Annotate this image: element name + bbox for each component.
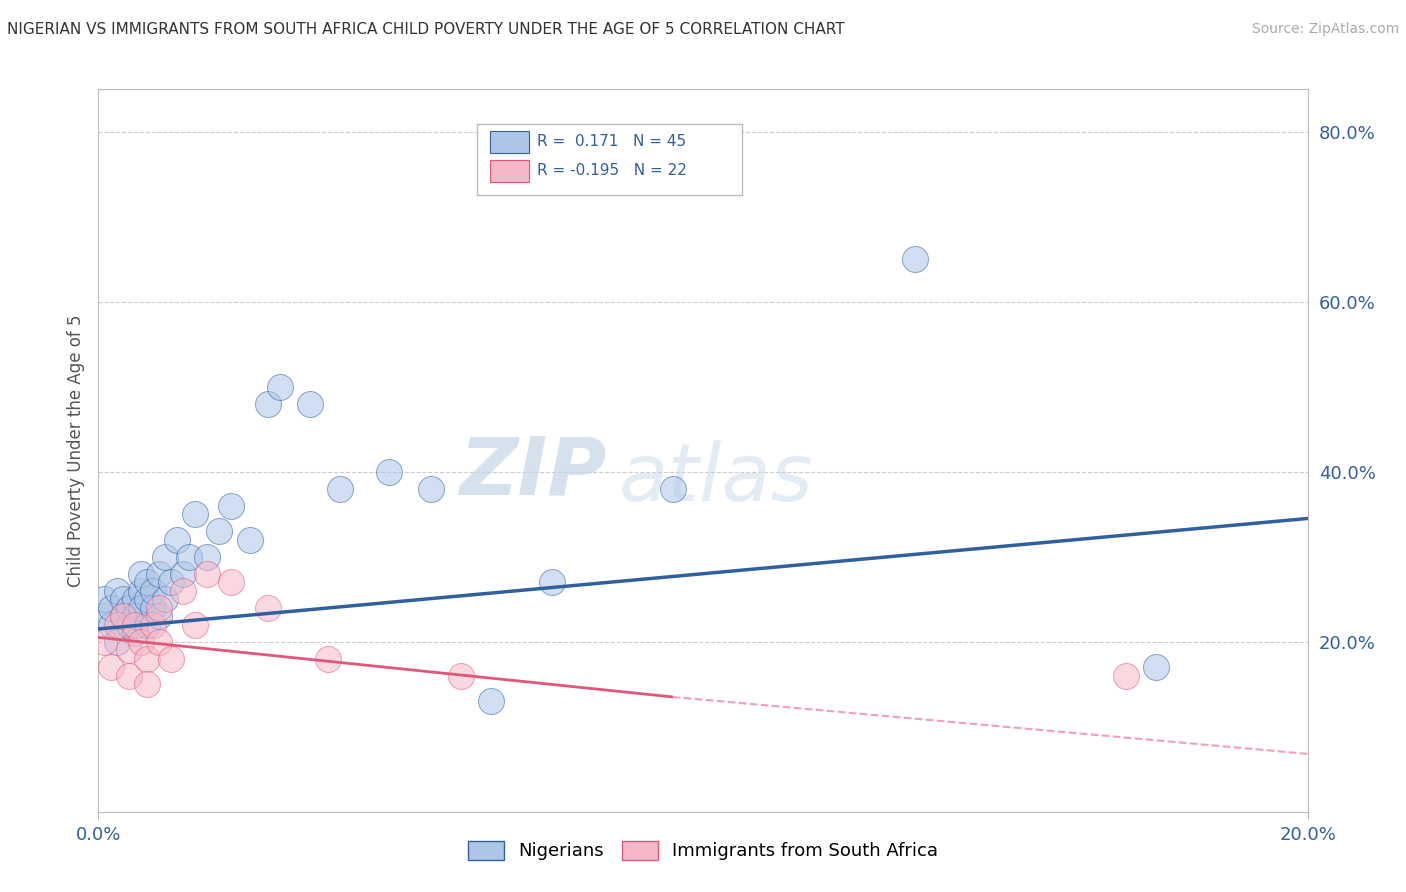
Point: [904, 252, 927, 267]
Point: [129, 583, 152, 598]
Point: [93, 592, 115, 607]
Point: [299, 397, 322, 411]
Point: [179, 549, 201, 564]
Point: [100, 600, 122, 615]
Point: [195, 549, 218, 564]
Text: NIGERIAN VS IMMIGRANTS FROM SOUTH AFRICA CHILD POVERTY UNDER THE AGE OF 5 CORREL: NIGERIAN VS IMMIGRANTS FROM SOUTH AFRICA…: [7, 22, 845, 37]
Point: [160, 575, 183, 590]
Point: [208, 524, 231, 539]
Point: [172, 566, 194, 581]
Point: [111, 609, 134, 624]
Point: [135, 677, 157, 691]
FancyBboxPatch shape: [491, 160, 529, 182]
Point: [148, 634, 170, 648]
Point: [316, 651, 339, 665]
Point: [256, 397, 278, 411]
Point: [153, 549, 176, 564]
Point: [172, 583, 194, 598]
Point: [105, 634, 128, 648]
Text: ZIP: ZIP: [458, 434, 606, 511]
Point: [93, 609, 115, 624]
Point: [135, 575, 157, 590]
Point: [239, 533, 262, 547]
Point: [124, 617, 146, 632]
Point: [148, 609, 170, 624]
Point: [142, 617, 165, 632]
Point: [105, 617, 128, 632]
Point: [450, 669, 472, 683]
Point: [1115, 669, 1137, 683]
FancyBboxPatch shape: [477, 124, 742, 195]
Text: R = -0.195   N = 22: R = -0.195 N = 22: [537, 163, 688, 178]
Point: [124, 592, 146, 607]
Point: [118, 643, 141, 657]
Point: [377, 465, 399, 479]
Point: [135, 592, 157, 607]
Y-axis label: Child Poverty Under the Age of 5: Child Poverty Under the Age of 5: [66, 314, 84, 587]
Point: [100, 660, 122, 674]
Point: [105, 583, 128, 598]
Point: [184, 617, 207, 632]
Point: [160, 651, 183, 665]
Point: [166, 533, 188, 547]
Point: [124, 626, 146, 640]
Text: atlas: atlas: [619, 441, 813, 518]
Point: [148, 600, 170, 615]
Point: [481, 694, 503, 708]
Point: [256, 600, 278, 615]
Point: [195, 566, 218, 581]
Point: [269, 380, 291, 394]
Point: [118, 617, 141, 632]
Point: [142, 583, 165, 598]
Point: [135, 617, 157, 632]
Text: Source: ZipAtlas.com: Source: ZipAtlas.com: [1251, 22, 1399, 37]
Point: [148, 566, 170, 581]
Text: R =  0.171   N = 45: R = 0.171 N = 45: [537, 135, 686, 150]
Point: [142, 600, 165, 615]
Point: [1144, 660, 1167, 674]
Point: [221, 499, 243, 513]
Point: [124, 609, 146, 624]
Point: [111, 609, 134, 624]
Point: [661, 482, 683, 496]
FancyBboxPatch shape: [491, 131, 529, 153]
Legend: Nigerians, Immigrants from South Africa: Nigerians, Immigrants from South Africa: [460, 834, 946, 868]
Point: [129, 566, 152, 581]
Point: [153, 592, 176, 607]
Point: [540, 575, 562, 590]
Point: [118, 600, 141, 615]
Point: [118, 669, 141, 683]
Point: [93, 634, 115, 648]
Point: [184, 507, 207, 521]
Point: [135, 651, 157, 665]
Point: [420, 482, 443, 496]
Point: [129, 600, 152, 615]
Point: [329, 482, 352, 496]
Point: [129, 634, 152, 648]
Point: [111, 592, 134, 607]
Point: [221, 575, 243, 590]
Point: [100, 617, 122, 632]
